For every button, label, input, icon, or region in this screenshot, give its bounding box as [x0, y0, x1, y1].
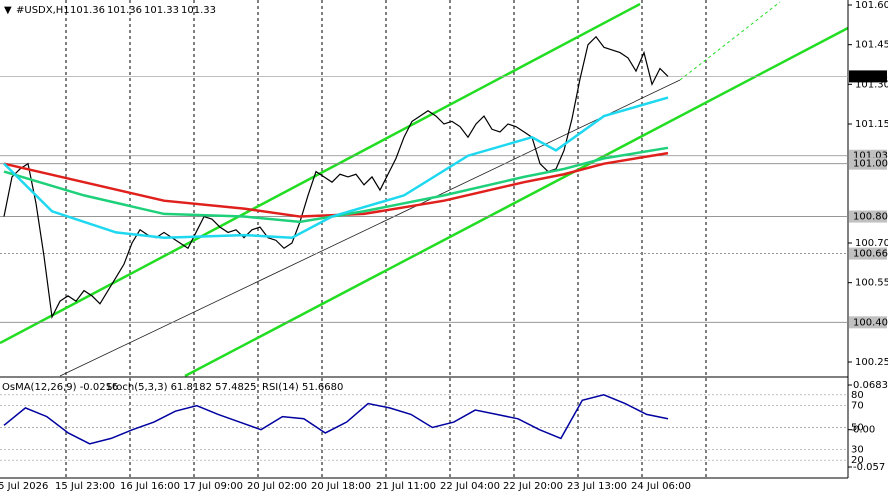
moving-average	[3, 146, 669, 224]
channel	[0, 1, 849, 378]
osc-header-rsi: RSI(14) 51.6680	[262, 382, 343, 393]
x-tick-label: 22 Jul 04:00	[440, 481, 500, 492]
osc-level-label: 80	[851, 390, 864, 401]
level-label: 100.66	[853, 249, 888, 260]
osc-tick-label: 0.00	[853, 425, 875, 436]
y-tick-label: 101.60	[855, 0, 888, 11]
osc-level-label: 50	[851, 423, 864, 434]
osc-level-label: 20	[851, 455, 864, 466]
osc-level-label: 30	[851, 444, 864, 455]
level-label: 101.03	[853, 151, 888, 162]
grid	[65, 0, 707, 478]
header-value: 101.33	[181, 5, 216, 16]
level-box	[849, 210, 887, 223]
y-tick-label: 101.15	[855, 119, 888, 130]
y-tick-label: 101.45	[855, 40, 888, 51]
osc-header-stoch: Stoch(5,3,3) 61.8182 57.4825	[106, 382, 257, 393]
x-tick-label: 22 Jul 20:00	[503, 481, 563, 492]
level-box	[849, 247, 887, 260]
header-value: 101.36	[107, 5, 142, 16]
header-symbol: #USDX,H1	[16, 5, 70, 16]
osc-header-osma: OsMA(12,26,9) -0.0216	[2, 382, 118, 393]
osc-level-label: 70	[851, 401, 864, 412]
header-value: 101.33	[144, 5, 179, 16]
x-tick-label: 20 Jul 02:00	[247, 481, 307, 492]
x-tick-label: 15 Jul 2026	[0, 481, 48, 492]
level-box	[849, 316, 887, 329]
rsi-line	[3, 394, 669, 445]
x-tick-label: 15 Jul 23:00	[55, 481, 115, 492]
level-label: 100.80	[853, 212, 888, 223]
moving-average	[3, 151, 669, 218]
header-arrow: ▼	[4, 5, 12, 16]
price-line	[3, 35, 669, 320]
x-tick-label: 16 Jul 16:00	[120, 481, 180, 492]
x-tick-label: 23 Jul 13:00	[567, 481, 627, 492]
y-tick-label: 100.25	[855, 357, 888, 368]
osc-tick-label: 0.0683	[853, 380, 888, 391]
osc-tick-label: -0.057	[853, 462, 885, 473]
y-tick-label: 100.55	[855, 278, 888, 289]
level-label: 100.40	[853, 317, 888, 328]
x-tick-label: 21 Jul 11:00	[376, 481, 436, 492]
level-box	[849, 157, 887, 170]
level-box	[849, 70, 887, 83]
y-tick-label: 101.30	[855, 79, 888, 90]
x-tick-label: 17 Jul 09:00	[183, 481, 243, 492]
level-label: 101.00	[853, 159, 888, 170]
moving-average	[3, 96, 669, 239]
x-tick-label: 20 Jul 18:00	[311, 481, 371, 492]
level-label: 101.33	[853, 71, 888, 82]
x-tick-label: 24 Jul 06:00	[631, 481, 691, 492]
y-tick-label: 100.70	[855, 238, 888, 249]
header-value: 101.36	[70, 5, 105, 16]
